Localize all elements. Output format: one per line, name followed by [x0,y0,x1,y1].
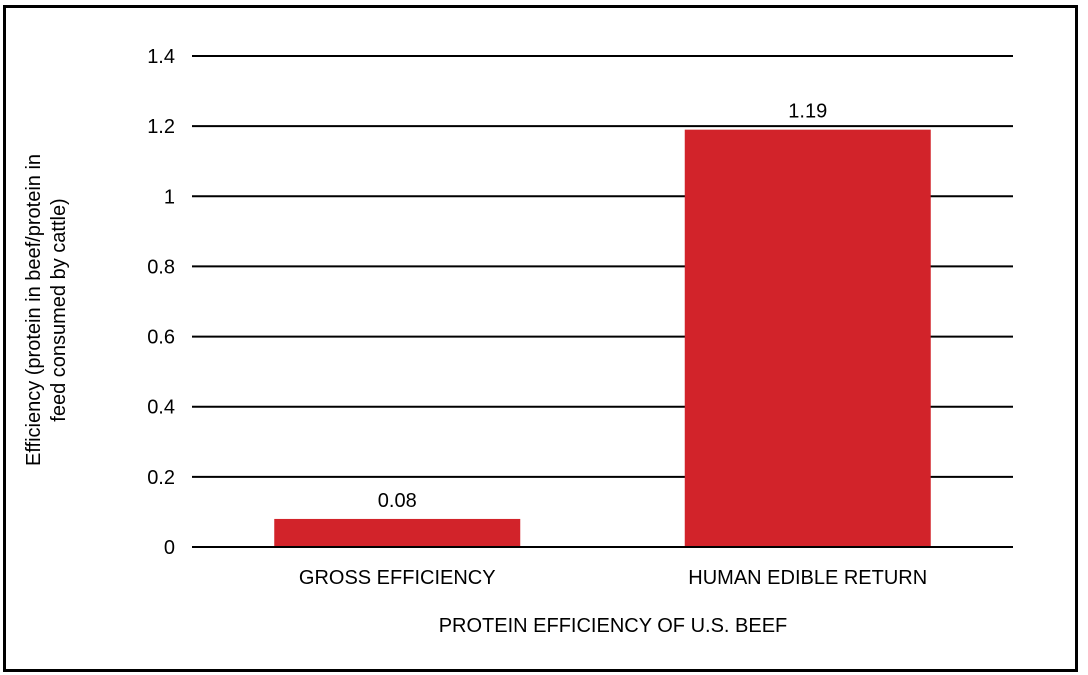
y-tick-label: 0 [164,537,175,559]
y-tick-label: 1 [164,186,175,208]
y-tick-label: 0.2 [147,467,175,489]
x-axis-title: PROTEIN EFFICIENCY OF U.S. BEEF [439,615,788,637]
y-tick-label: 0.6 [147,327,175,349]
data-label: 1.19 [788,101,827,123]
x-category-label: GROSS EFFICIENCY [299,567,496,589]
y-tick-label: 1.2 [147,116,175,138]
y-tick-label: 0.8 [147,256,175,278]
x-category-label: HUMAN EDIBLE RETURN [688,567,927,589]
bar [274,518,521,547]
y-tick-label: 1.4 [147,46,175,68]
y-axis-title-line-1: Efficiency (protein in beef/protein in [23,154,45,466]
y-tick-label: 0.4 [147,397,175,419]
bar [684,129,931,547]
labels: 0 0.2 0.4 0.6 0.8 1 1.2 1.4 0.08 GROSS EFFICIENCY… [147,46,927,589]
y-axis-title-line-2: feed consumed by cattle) [48,198,70,421]
data-label: 0.08 [378,490,417,512]
y-axis-title: Efficiency (protein in beef/protein in f… [23,154,70,466]
bars [274,129,931,547]
